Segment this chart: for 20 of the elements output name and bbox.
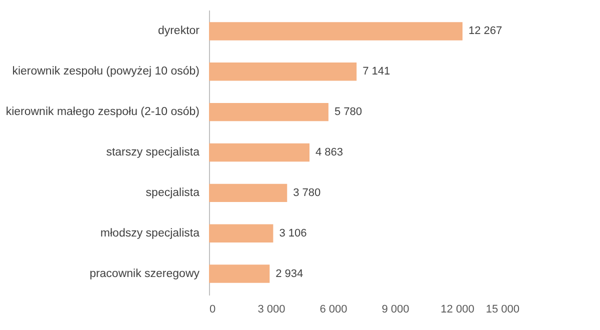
x-tick-label: 0 — [210, 304, 216, 316]
data-label: 2 934 — [276, 268, 304, 280]
x-tick-label: 12 000 — [440, 304, 474, 316]
x-tick-label: 15 000 — [486, 304, 520, 316]
data-label: 12 267 — [468, 25, 502, 38]
data-label: 7 141 — [362, 66, 390, 78]
data-label: 3 106 — [279, 227, 307, 240]
y-tick-label: młodszy specjalista — [100, 227, 200, 240]
y-tick-label: pracownik szeregowy — [90, 268, 200, 280]
y-tick-label: specjalista — [146, 186, 200, 199]
y-tick-label: starszy specjalista — [106, 146, 200, 158]
data-label: 4 863 — [316, 146, 344, 158]
data-label: 5 780 — [334, 106, 362, 118]
x-tick-label: 9 000 — [382, 304, 410, 316]
y-tick-label: dyrektor — [158, 25, 200, 38]
x-tick-label: 3 000 — [258, 304, 286, 316]
x-tick-label: 6 000 — [320, 304, 348, 316]
y-tick-label: kierownik małego zespołu (2-10 osób) — [6, 106, 200, 118]
data-label: 3 780 — [293, 186, 321, 199]
y-tick-label: kierownik zespołu (powyżej 10 osób) — [12, 66, 200, 78]
